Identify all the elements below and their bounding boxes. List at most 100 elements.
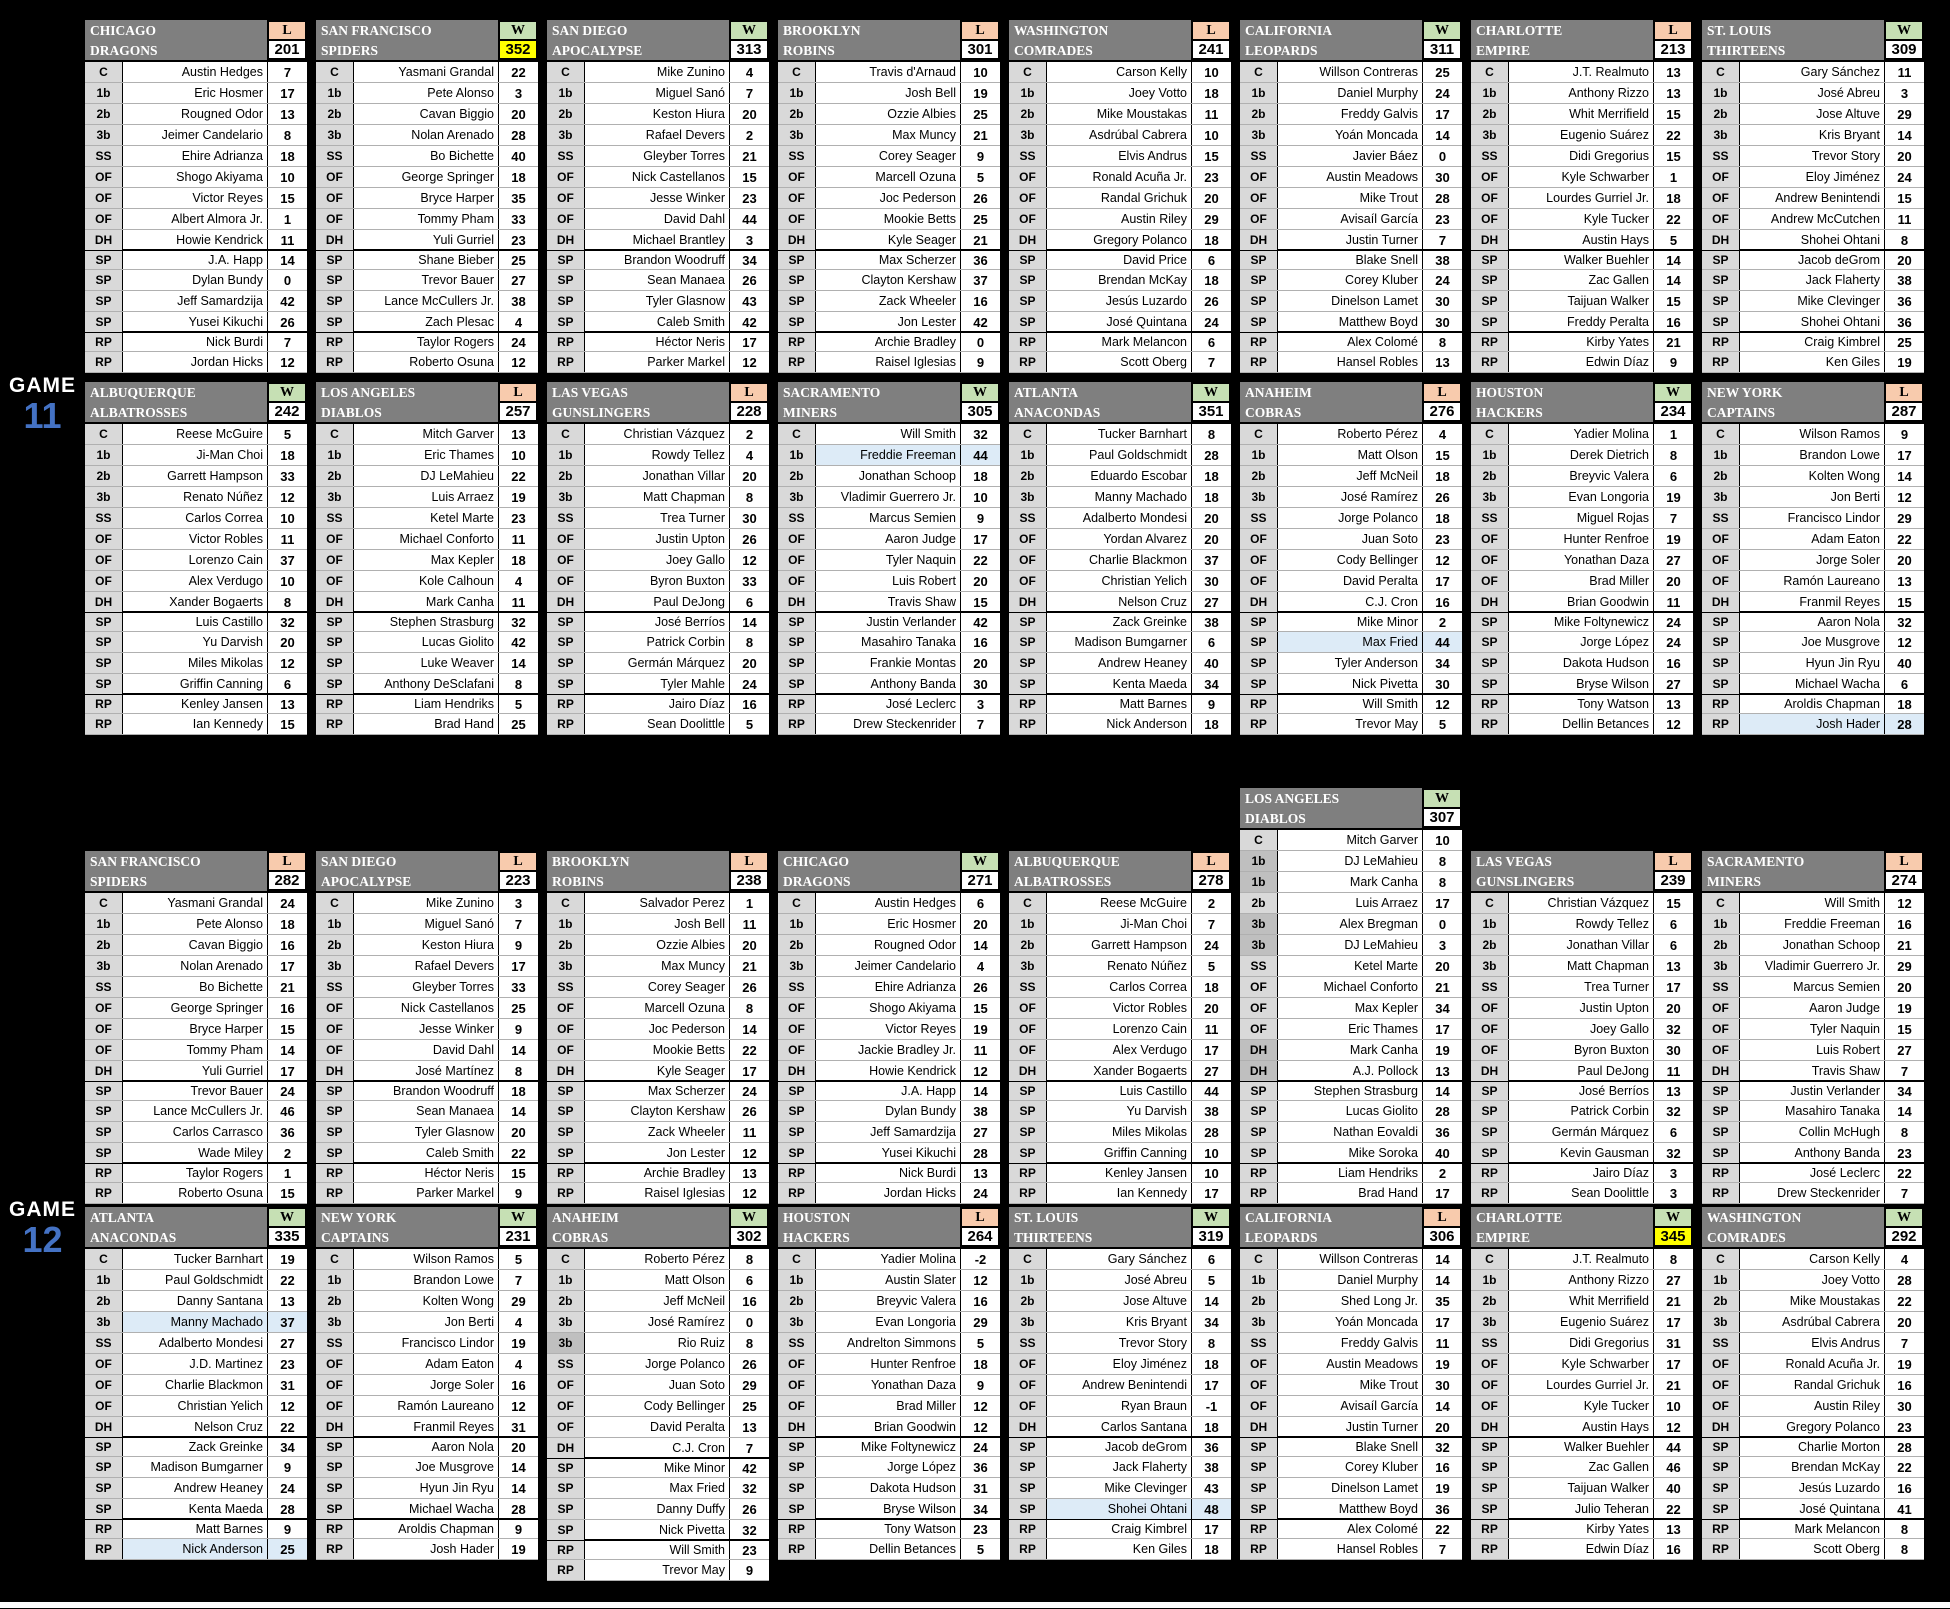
player-name-cell[interactable]: Jeff McNeil [1356, 469, 1418, 483]
position-cell[interactable]: RP [547, 1164, 585, 1182]
player-name-cell[interactable]: Matt Olson [1357, 448, 1418, 462]
player-points-cell[interactable]: 12 [1884, 893, 1924, 913]
player-name-cell[interactable]: Blake Snell [1355, 1440, 1418, 1454]
position-cell[interactable]: 2b [316, 466, 354, 486]
team-score-cell[interactable]: 278 [1191, 871, 1231, 891]
position-cell[interactable]: SS [316, 977, 354, 997]
player-name-cell[interactable]: Edwin Díaz [1585, 355, 1649, 369]
position-cell[interactable]: OF [85, 1375, 123, 1395]
position-cell[interactable]: SP [778, 613, 816, 631]
player-points-cell[interactable]: 28 [1884, 1270, 1924, 1290]
player-name-cell[interactable]: Hunter Renfroe [870, 1357, 956, 1371]
position-cell[interactable]: SP [1009, 291, 1047, 311]
player-name-cell[interactable]: Renato Núñez [183, 490, 263, 504]
position-cell[interactable]: RP [85, 1164, 123, 1182]
player-points-cell[interactable]: 11 [1422, 1333, 1462, 1353]
player-name-cell[interactable]: Gregory Polanco [1093, 233, 1187, 247]
player-name-cell[interactable]: Tyler Anderson [1334, 656, 1418, 670]
position-cell[interactable]: SP [1471, 1438, 1509, 1456]
player-name-cell[interactable]: Nick Castellanos [400, 1001, 494, 1015]
player-points-cell[interactable]: 15 [1884, 188, 1924, 208]
player-name-cell[interactable]: Michael Brantley [632, 233, 725, 247]
player-points-cell[interactable]: 7 [729, 83, 769, 103]
player-points-cell[interactable]: 12 [267, 653, 307, 673]
player-name-cell[interactable]: Tyler Glasnow [645, 294, 725, 308]
position-cell[interactable]: C [316, 893, 354, 913]
player-points-cell[interactable]: 17 [729, 1061, 769, 1081]
player-name-cell[interactable]: Nolan Arenado [411, 128, 494, 142]
player-name-cell[interactable]: Lucas Giolito [1345, 1104, 1418, 1118]
player-points-cell[interactable]: 26 [729, 529, 769, 549]
player-name-cell[interactable]: Rowdy Tellez [1575, 917, 1649, 931]
player-name-cell[interactable]: Anthony Rizzo [1568, 86, 1649, 100]
player-name-cell[interactable]: Christian Yelich [1101, 574, 1187, 588]
player-name-cell[interactable]: Edwin Díaz [1585, 1542, 1649, 1556]
player-name-cell[interactable]: Aaron Judge [885, 532, 956, 546]
position-cell[interactable]: SP [1009, 1082, 1047, 1100]
position-cell[interactable]: SP [85, 1499, 123, 1519]
player-name-cell[interactable]: Taijuan Walker [1567, 294, 1649, 308]
position-cell[interactable]: RP [85, 1539, 123, 1559]
player-name-cell[interactable]: Zack Greinke [188, 1440, 263, 1454]
player-name-cell[interactable]: Germán Márquez [627, 656, 725, 670]
position-cell[interactable]: SP [1240, 674, 1278, 694]
player-points-cell[interactable]: 12 [960, 1396, 1000, 1416]
position-cell[interactable]: OF [85, 998, 123, 1018]
player-name-cell[interactable]: José Berríos [654, 615, 725, 629]
player-points-cell[interactable]: 8 [1422, 872, 1462, 892]
player-points-cell[interactable]: 15 [960, 592, 1000, 612]
position-cell[interactable]: SP [1471, 632, 1509, 652]
player-points-cell[interactable]: 17 [267, 83, 307, 103]
player-points-cell[interactable]: 18 [1191, 230, 1231, 250]
position-cell[interactable]: SP [85, 632, 123, 652]
player-points-cell[interactable]: 4 [729, 445, 769, 465]
player-name-cell[interactable]: Trevor May [662, 1563, 725, 1577]
position-cell[interactable]: 3b [1009, 125, 1047, 145]
player-points-cell[interactable]: 12 [1653, 1417, 1693, 1437]
player-points-cell[interactable]: 17 [1191, 1183, 1231, 1203]
player-points-cell[interactable]: 11 [1884, 62, 1924, 82]
player-name-cell[interactable]: Trevor Bauer [190, 1084, 263, 1098]
player-name-cell[interactable]: Juan Soto [1361, 532, 1418, 546]
player-name-cell[interactable]: Max Fried [1278, 632, 1422, 652]
player-name-cell[interactable]: Luis Castillo [1119, 1084, 1187, 1098]
team-score-cell[interactable]: 239 [1653, 871, 1693, 891]
position-cell[interactable]: OF [1702, 998, 1740, 1018]
player-points-cell[interactable]: 14 [729, 1019, 769, 1039]
player-name-cell[interactable]: Elvis Andrus [1811, 1336, 1880, 1350]
player-points-cell[interactable]: 23 [729, 188, 769, 208]
player-points-cell[interactable]: 32 [1884, 613, 1924, 631]
player-points-cell[interactable]: 4 [1422, 424, 1462, 444]
player-name-cell[interactable]: Masahiro Tanaka [1785, 1104, 1880, 1118]
player-name-cell[interactable]: Yasmani Grandal [167, 896, 263, 910]
player-points-cell[interactable]: 7 [1884, 1183, 1924, 1203]
position-cell[interactable]: SP [1702, 653, 1740, 673]
player-points-cell[interactable]: 26 [729, 1499, 769, 1519]
player-points-cell[interactable]: 26 [960, 977, 1000, 997]
player-name-cell[interactable]: Paul DeJong [1577, 1064, 1649, 1078]
position-cell[interactable]: 2b [85, 104, 123, 124]
player-name-cell[interactable]: Tucker Barnhart [173, 1252, 263, 1266]
position-cell[interactable]: SP [1009, 312, 1047, 332]
position-cell[interactable]: OF [778, 998, 816, 1018]
player-points-cell[interactable]: 17 [1884, 445, 1924, 465]
player-name-cell[interactable]: Dinelson Lamet [1331, 1481, 1418, 1495]
player-points-cell[interactable]: 10 [1422, 830, 1462, 850]
player-points-cell[interactable]: 7 [729, 1438, 769, 1458]
position-cell[interactable]: RP [1702, 1164, 1740, 1182]
position-cell[interactable]: OF [1009, 550, 1047, 570]
win-loss-cell[interactable]: L [1191, 20, 1231, 40]
player-name-cell[interactable]: Mike Foltynewicz [860, 1440, 956, 1454]
position-cell[interactable]: SP [1009, 632, 1047, 652]
position-cell[interactable]: DH [1240, 230, 1278, 250]
position-cell[interactable]: SP [547, 1101, 585, 1121]
player-points-cell[interactable]: 8 [729, 998, 769, 1018]
player-points-cell[interactable]: 14 [1422, 125, 1462, 145]
team-name-cell[interactable]: HOUSTON HACKERS [1471, 382, 1653, 422]
player-points-cell[interactable]: 38 [960, 1101, 1000, 1121]
player-name-cell[interactable]: David Peralta [649, 1420, 725, 1434]
position-cell[interactable]: SP [1702, 1478, 1740, 1498]
position-cell[interactable]: RP [1702, 1183, 1740, 1203]
position-cell[interactable]: 1b [316, 445, 354, 465]
position-cell[interactable]: OF [1240, 1375, 1278, 1395]
